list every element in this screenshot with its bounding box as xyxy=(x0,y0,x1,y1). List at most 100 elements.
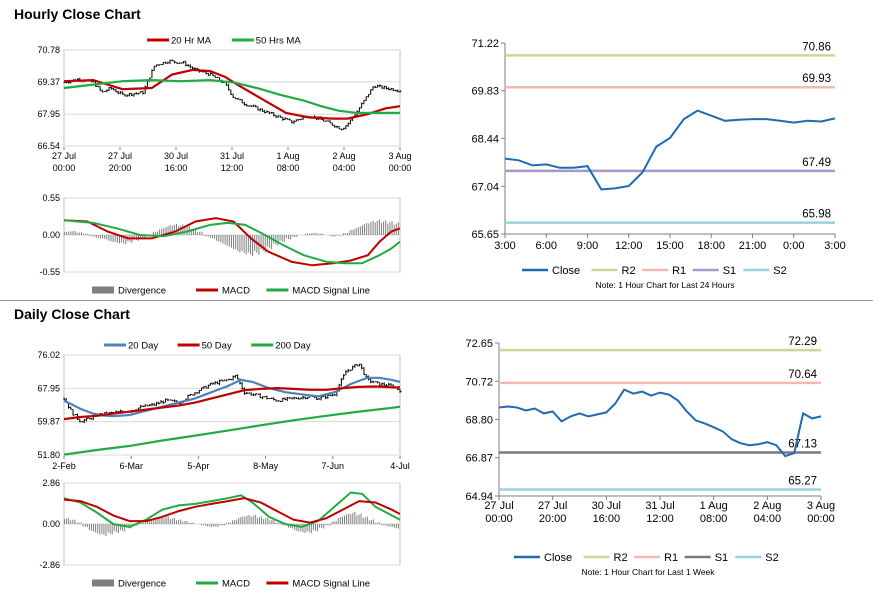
hourly-price-x-tick-label: 20:00 xyxy=(109,163,132,173)
daily-levels-close-line xyxy=(498,388,822,458)
hourly-levels-level-label-r2: 70.86 xyxy=(802,41,831,53)
hourly-price-y-tick-label: 66.54 xyxy=(37,141,60,151)
hourly-macd-series-macd-signal-line xyxy=(63,219,401,265)
daily-macd-y-tick-label: 0.00 xyxy=(42,519,60,529)
hourly-price-series-50-hrs-ma xyxy=(63,78,400,114)
daily-levels-x-tick-label: 12:00 xyxy=(646,513,674,525)
hourly-price-x-tick-label: 12:00 xyxy=(221,163,244,173)
daily-levels-level-label-r1: 70.64 xyxy=(788,369,817,381)
hourly-levels-x-tick-label: 3:00 xyxy=(824,240,845,252)
daily-price-x-tick-label: 8-May xyxy=(253,461,279,471)
daily-macd-series-macd xyxy=(63,491,401,528)
daily-levels-x-tick-label: 16:00 xyxy=(593,513,621,525)
daily-levels-y-tick-label: 70.72 xyxy=(465,376,493,388)
hourly-section-title: Hourly Close Chart xyxy=(14,6,141,22)
daily-levels-y-tick-label: 66.87 xyxy=(465,453,493,465)
daily-levels-legend-label: S2 xyxy=(765,552,778,564)
daily-macd-series-macd-signal-line xyxy=(63,497,401,524)
hourly-price-x-tick-label: 27 Jul xyxy=(52,151,76,161)
daily-macd-y-tick-label: 2.86 xyxy=(42,478,60,488)
daily-macd-legend-label: MACD xyxy=(222,579,250,590)
hourly-price-x-tick-label: 1 Aug xyxy=(276,151,299,161)
hourly-levels-y-tick-label: 71.22 xyxy=(471,38,499,50)
daily-price-series-20-day xyxy=(63,376,401,418)
hourly-macd-y-tick-label: 0.00 xyxy=(42,230,60,240)
hourly-levels-close-line xyxy=(504,109,836,191)
daily-levels-x-tick-label: 2 Aug xyxy=(753,500,781,512)
hourly-levels-legend-label: R2 xyxy=(622,265,636,277)
hourly-levels-y-tick-label: 69.83 xyxy=(471,86,499,98)
daily-price-x-tick-label: 2-Feb xyxy=(52,461,76,471)
hourly-price-x-tick-label: 31 Jul xyxy=(220,151,244,161)
hourly-levels-y-tick-label: 68.44 xyxy=(471,133,499,145)
daily-levels-x-tick-label: 27 Jul xyxy=(538,500,567,512)
hourly-levels-note: Note: 1 Hour Chart for Last 24 Hours xyxy=(596,280,735,290)
hourly-macd-series-macd xyxy=(63,217,401,267)
hourly-price-x-tick-label: 08:00 xyxy=(277,163,300,173)
hourly-levels-legend-label: S2 xyxy=(773,265,786,277)
hourly-price-series-20-hr-ma xyxy=(63,68,401,120)
daily-price-legend-label: 200 Day xyxy=(275,341,311,352)
hourly-macd-legend-label: MACD Signal Line xyxy=(292,286,370,297)
hourly-levels-level-label-s2: 65.98 xyxy=(802,209,831,221)
daily-levels-legend-label: R1 xyxy=(664,552,678,564)
daily-macd-legend-label: Divergence xyxy=(118,579,166,590)
hourly-levels-level-label-r1: 69.93 xyxy=(802,73,831,85)
daily-section-title: Daily Close Chart xyxy=(14,306,130,322)
daily-macd-y-tick-label: -2.86 xyxy=(39,560,60,570)
daily-levels-y-tick-label: 68.80 xyxy=(465,414,493,426)
daily-price-series-50-day xyxy=(63,385,400,421)
daily-price-x-tick-label: 7-Jun xyxy=(322,461,345,471)
daily-levels-x-tick-label: 08:00 xyxy=(700,513,728,525)
hourly-price-x-tick-label: 16:00 xyxy=(165,163,188,173)
daily-levels-legend-label: Close xyxy=(544,552,572,564)
hourly-macd-y-tick-label: 0.55 xyxy=(42,193,60,203)
daily-levels-x-tick-label: 27 Jul xyxy=(484,500,513,512)
daily-price-y-tick-label: 76.02 xyxy=(37,350,60,360)
hourly-levels-x-tick-label: 21:00 xyxy=(739,240,767,252)
daily-levels-y-tick-label: 64.94 xyxy=(465,491,493,503)
hourly-price-plot-frame xyxy=(63,49,401,147)
hourly-price-x-tick-label: 00:00 xyxy=(53,163,76,173)
hourly-price-y-tick-label: 69.37 xyxy=(37,77,60,87)
section-divider xyxy=(0,300,873,301)
daily-levels-legend-label: S1 xyxy=(715,552,728,564)
hourly-price-x-tick-label: 3 Aug xyxy=(388,151,411,161)
hourly-levels-x-tick-label: 15:00 xyxy=(656,240,684,252)
daily-levels-x-tick-label: 31 Jul xyxy=(645,500,674,512)
hourly-levels-x-tick-label: 0:00 xyxy=(783,240,804,252)
daily-levels-x-tick-label: 3 Aug xyxy=(807,500,835,512)
daily-price-x-tick-label: 6-Mar xyxy=(119,461,143,471)
hourly-price-legend-label: 20 Hr MA xyxy=(171,36,212,47)
hourly-levels-legend-label: R1 xyxy=(672,265,686,277)
daily-price-legend-label: 20 Day xyxy=(128,341,158,352)
daily-levels-x-tick-label: 00:00 xyxy=(807,513,835,525)
hourly-levels-x-tick-label: 9:00 xyxy=(577,240,598,252)
daily-price-series-200-day xyxy=(63,405,401,456)
hourly-price-x-tick-label: 04:00 xyxy=(333,163,356,173)
hourly-price-y-tick-label: 70.78 xyxy=(37,45,60,55)
daily-levels-level-label-s1: 67.13 xyxy=(788,439,817,451)
daily-price-legend-label: 50 Day xyxy=(202,341,232,352)
daily-levels-x-tick-label: 00:00 xyxy=(485,513,513,525)
daily-levels-x-tick-label: 04:00 xyxy=(754,513,782,525)
daily-levels-note: Note: 1 Hour Chart for Last 1 Week xyxy=(581,567,715,577)
hourly-levels-y-tick-label: 67.04 xyxy=(471,181,499,193)
hourly-macd-y-tick-label: -0.55 xyxy=(39,267,60,277)
hourly-levels-x-tick-label: 6:00 xyxy=(536,240,557,252)
daily-price-y-tick-label: 51.80 xyxy=(37,450,60,460)
hourly-levels-x-tick-label: 12:00 xyxy=(615,240,643,252)
daily-price-y-tick-label: 67.95 xyxy=(37,383,60,393)
hourly-price-x-tick-label: 2 Aug xyxy=(332,151,355,161)
hourly-price-x-tick-label: 30 Jul xyxy=(164,151,188,161)
daily-macd-legend-label: MACD Signal Line xyxy=(292,579,370,590)
hourly-levels-legend-label: S1 xyxy=(723,265,736,277)
daily-levels-legend-label: R2 xyxy=(614,552,628,564)
daily-levels-x-tick-label: 30 Jul xyxy=(592,500,621,512)
hourly-price-x-tick-label: 00:00 xyxy=(389,163,412,173)
daily-levels-y-tick-label: 72.65 xyxy=(465,338,493,350)
daily-levels-level-label-s2: 65.27 xyxy=(788,475,817,487)
daily-levels-x-tick-label: 20:00 xyxy=(539,513,567,525)
hourly-price-legend-label: 50 Hrs MA xyxy=(256,36,302,47)
